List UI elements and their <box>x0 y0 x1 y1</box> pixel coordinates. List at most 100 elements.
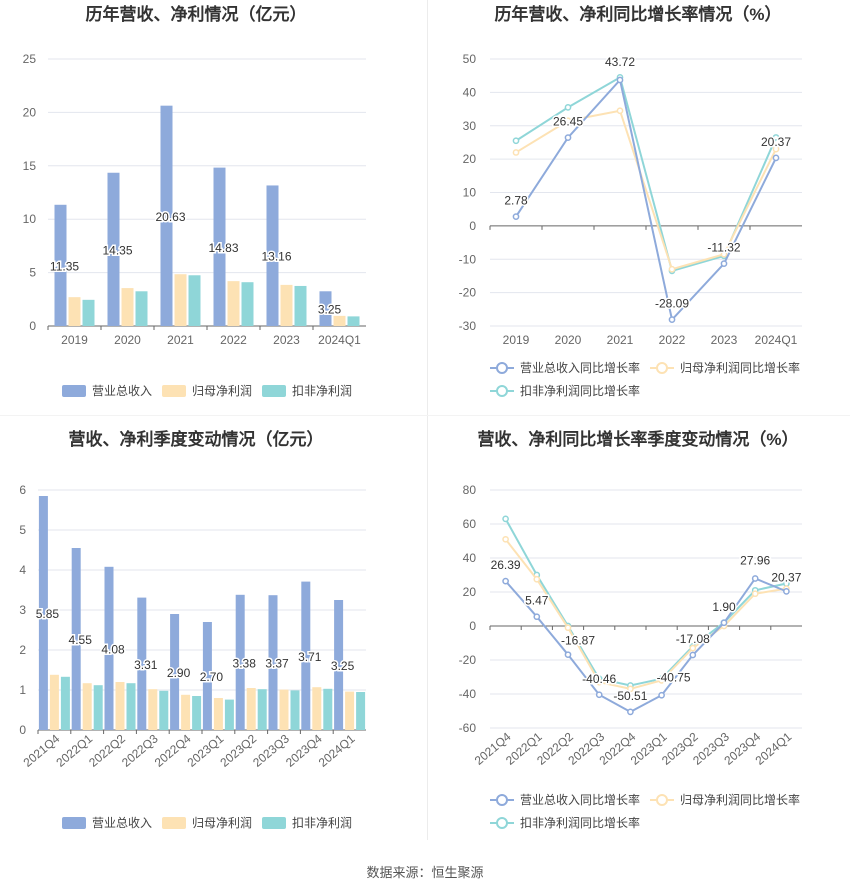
legend-label: 扣非净利润 <box>292 384 352 398</box>
bar-revenue <box>301 581 311 730</box>
bar-deducted-profit <box>192 696 202 730</box>
y-tick-label: -20 <box>459 653 477 667</box>
data-label: 20.37 <box>761 135 791 149</box>
data-label: 11.35 <box>50 259 79 273</box>
bar-deducted-profit <box>356 692 366 730</box>
data-point <box>658 677 665 684</box>
x-tick-label: 2023 <box>711 333 738 347</box>
y-tick-label: 0 <box>469 219 476 233</box>
bar-revenue <box>160 105 173 326</box>
bar-revenue <box>319 291 332 326</box>
quarterly-growth-rate-line-chart: 营收、净利同比增长率季度变动情况（%） -60 -40 -20 0 20 40 60 80 202… <box>459 429 804 830</box>
x-tick-label: 2024Q1 <box>316 731 358 769</box>
bar-deducted-profit <box>82 299 95 326</box>
legend-item-2: 归母净利润同比增长率 <box>650 792 800 807</box>
legend-item-3: 扣非净利润 <box>262 816 352 830</box>
data-label: 43.72 <box>605 55 635 69</box>
bar-revenue <box>54 204 67 326</box>
bar-revenue <box>202 622 212 730</box>
legend-item-3: 扣非净利润 <box>262 384 352 398</box>
legend-label: 归母净利润同比增长率 <box>680 360 800 375</box>
data-point <box>564 651 572 659</box>
chart-title: 营收、净利季度变动情况（亿元） <box>69 429 324 449</box>
bar-net-profit <box>246 688 256 730</box>
x-tick-label: 2022Q3 <box>119 731 161 769</box>
chart-title: 历年营收、净利同比增长率情况（%） <box>494 4 781 24</box>
x-tick-label: 2023 <box>273 333 300 347</box>
data-label: 13.16 <box>261 250 291 264</box>
data-label: 20.63 <box>155 210 185 224</box>
x-tick-label: 2024Q1 <box>755 333 798 347</box>
data-point <box>668 316 676 323</box>
data-point <box>627 708 634 716</box>
x-tick-label: 2020 <box>555 333 582 347</box>
legend-label: 扣非净利润 <box>292 816 352 830</box>
data-label: 3.25 <box>331 659 355 673</box>
y-tick-label: -20 <box>459 286 477 300</box>
bar-deducted-profit <box>347 316 360 326</box>
y-tick-label: -60 <box>459 721 477 735</box>
legend-label: 营业总收入同比增长率 <box>520 792 640 807</box>
x-tick-label: 2022 <box>659 333 686 347</box>
data-point <box>616 76 624 84</box>
y-tick-label: 1 <box>19 683 26 697</box>
data-point <box>512 213 520 220</box>
x-tick-label: 2024Q1 <box>318 333 361 347</box>
bar-revenue <box>334 600 344 730</box>
x-tick-label: 2022Q2 <box>86 731 128 769</box>
data-point <box>751 575 759 582</box>
quarterly-revenue-profit-bar-chart: 营收、净利季度变动情况（亿元）01234565.852021Q44.552022… <box>19 429 366 830</box>
legend-marker-swatch <box>496 794 508 806</box>
data-label: -40.75 <box>657 670 691 684</box>
y-tick-label: 20 <box>23 105 37 119</box>
y-tick-label: 4 <box>19 563 26 577</box>
legend-item-1: 营业总收入同比增长率 <box>490 792 640 807</box>
bar-revenue <box>107 172 120 326</box>
data-label: 3.38 <box>233 656 257 670</box>
data-point <box>720 260 728 268</box>
y-tick-label: 15 <box>23 159 37 173</box>
y-tick-label: 30 <box>463 119 477 133</box>
data-label: 2.70 <box>200 670 224 684</box>
data-point <box>668 265 676 273</box>
data-label: 20.37 <box>771 570 801 584</box>
y-tick-label: -10 <box>459 252 477 266</box>
bar-net-profit <box>121 288 134 326</box>
data-point <box>658 691 665 699</box>
series-line-1 <box>504 577 787 714</box>
bar-net-profit <box>82 683 92 730</box>
data-label: 1.90 <box>712 600 736 614</box>
data-source-note: 数据来源：恒生聚源 <box>366 865 484 880</box>
data-point <box>512 149 520 156</box>
panel-divider-horizontal <box>0 415 850 416</box>
data-label: -40.46 <box>582 672 616 686</box>
data-point <box>616 107 624 115</box>
y-tick-label: 2 <box>19 643 26 657</box>
series-line-3 <box>504 518 787 687</box>
legend-swatch <box>62 385 86 397</box>
y-tick-label: 40 <box>463 85 477 99</box>
legend-marker-swatch <box>656 794 668 806</box>
bar-deducted-profit <box>224 699 234 730</box>
bar-net-profit <box>115 682 125 730</box>
panel-divider-vertical <box>427 0 428 840</box>
bar-deducted-profit <box>257 689 267 730</box>
data-point <box>564 117 572 125</box>
x-tick-label: 2023Q2 <box>217 731 259 769</box>
bar-net-profit <box>68 297 81 326</box>
data-point <box>689 644 697 652</box>
bar-revenue <box>213 167 226 326</box>
bar-deducted-profit <box>93 685 103 730</box>
bar-net-profit <box>345 691 355 730</box>
data-label: 27.96 <box>740 553 770 567</box>
bar-net-profit <box>279 689 289 730</box>
bar-revenue <box>268 595 278 730</box>
x-tick-label: 2019 <box>61 333 88 347</box>
data-label: 2.90 <box>167 666 191 680</box>
y-tick-label: 6 <box>19 483 26 497</box>
data-label: 26.45 <box>553 115 583 129</box>
bar-revenue <box>266 185 279 326</box>
y-tick-label: 0 <box>19 723 26 737</box>
x-tick-label: 2023Q3 <box>250 731 292 769</box>
x-tick-label: 2024Q1 <box>753 729 795 767</box>
